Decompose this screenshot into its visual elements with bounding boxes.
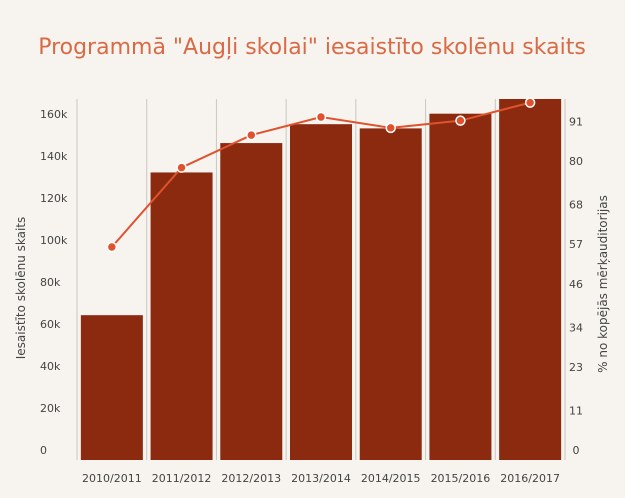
percent-line [106, 97, 536, 253]
percent-point [246, 129, 257, 141]
y-tick-label: 20k [40, 402, 61, 415]
x-axis-ticks: 2010/2011 2011/2012 2012/2013 2013/2014 2014… [82, 472, 560, 485]
y2-tick-label: 11 [569, 404, 583, 417]
percent-point [455, 115, 466, 126]
y2-tick-label: 68 [569, 199, 583, 212]
percent-point [106, 241, 118, 253]
x-tick-label: 2014/2015 [361, 472, 421, 485]
bar [150, 172, 213, 461]
y-tick-label: 100k [40, 234, 68, 247]
y-tick-label: 160k [40, 108, 68, 121]
x-tick-label: 2012/2013 [221, 472, 281, 485]
right-axis-ticks: 0 11 23 34 46 57 68 80 91 [569, 115, 583, 457]
x-tick-label: 2010/2011 [82, 472, 142, 485]
x-tick-label: 2013/2014 [291, 472, 351, 485]
y-tick-label: 140k [40, 150, 68, 163]
x-tick-label: 2015/2016 [431, 472, 491, 485]
y-tick-label: 60k [40, 318, 61, 331]
bar [499, 99, 562, 460]
gridlines [76, 99, 566, 460]
y-axis-label: Iesaistīto skolēnu skaits [14, 217, 28, 360]
bar [290, 124, 352, 461]
bars [80, 99, 562, 461]
y2-tick-label: 34 [569, 321, 583, 334]
bar [80, 315, 143, 460]
percent-point [385, 122, 396, 134]
percent-point [176, 162, 187, 173]
y2-axis-label: % no kopējās mērķauditorijas [596, 195, 610, 373]
y2-tick-label: 46 [569, 278, 583, 291]
chart-title: Programmā "Augļi skolai" iesaistīto skol… [38, 35, 586, 60]
left-axis-ticks: 0 20k 40k 60k 80k 100k 120k 140k 160k [40, 108, 68, 457]
x-tick-label: 2011/2012 [152, 472, 212, 485]
y-tick-label: 120k [40, 192, 68, 205]
y-tick-label: 40k [40, 360, 61, 373]
percent-point [315, 111, 327, 123]
bar [359, 128, 422, 460]
y2-tick-label: 91 [569, 115, 583, 128]
y-tick-label: 80k [40, 276, 61, 289]
percent-point [524, 97, 536, 108]
y2-tick-label: 80 [569, 155, 583, 168]
bar [429, 113, 492, 460]
y2-tick-label: 0 [573, 444, 580, 457]
x-tick-label: 2016/2017 [500, 472, 560, 485]
bar [220, 143, 283, 461]
y2-tick-label: 23 [569, 361, 583, 374]
y-tick-label: 0 [40, 444, 47, 457]
y2-tick-label: 57 [569, 238, 583, 251]
